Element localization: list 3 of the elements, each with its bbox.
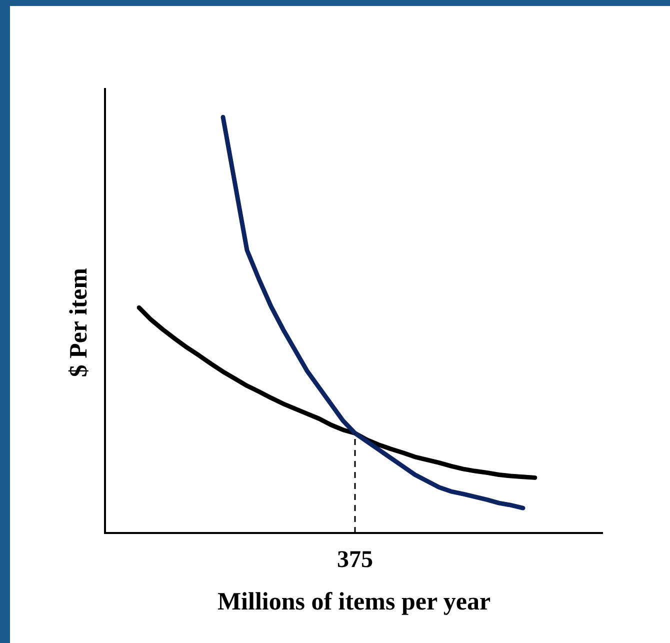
y-axis-title: $ Per item (65, 268, 92, 378)
text: 375 (337, 547, 373, 574)
x-axis-title: Millions of items per year (217, 588, 491, 616)
